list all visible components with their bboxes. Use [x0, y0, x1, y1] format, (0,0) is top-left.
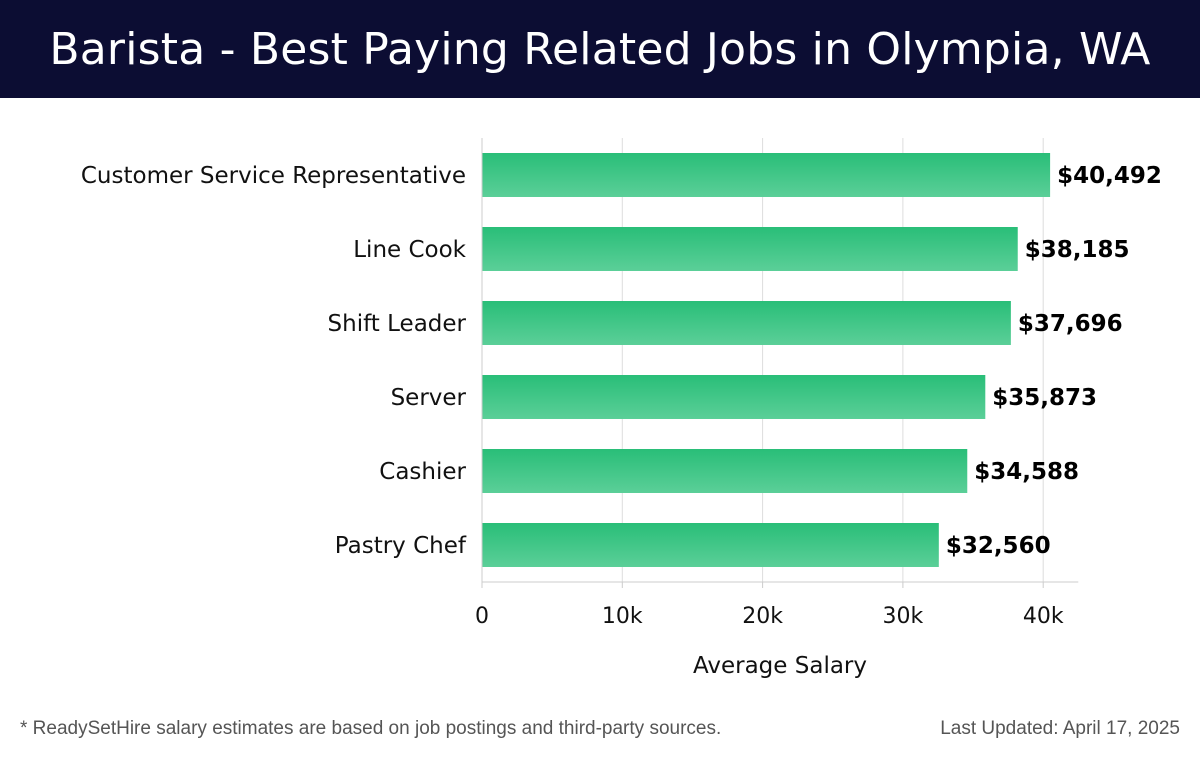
- x-tick-label: 0: [475, 604, 489, 629]
- axes: [481, 138, 1079, 588]
- category-label: Server: [391, 385, 467, 411]
- category-label: Shift Leader: [328, 311, 467, 337]
- value-label: $38,185: [1025, 237, 1130, 263]
- grid-lines: [621, 138, 1044, 582]
- footer-note: * ReadySetHire salary estimates are base…: [20, 718, 722, 739]
- x-tick-label: 30k: [883, 604, 924, 629]
- value-label: $37,696: [1018, 311, 1123, 337]
- bar-chart: 0 10k 20k 30k 40k Customer Service Representa…: [81, 138, 1162, 679]
- chart-header: Barista - Best Paying Related Jobs in Ol…: [0, 0, 1200, 98]
- value-label: $34,588: [974, 459, 1079, 485]
- chart-title: Barista - Best Paying Related Jobs in Ol…: [49, 23, 1151, 75]
- bar: [482, 523, 939, 567]
- labels: 0 10k 20k 30k 40k Customer Service Representa…: [81, 163, 1162, 679]
- value-label: $32,560: [946, 533, 1051, 559]
- last-updated: Last Updated: April 17, 2025: [940, 718, 1180, 739]
- category-label: Line Cook: [353, 237, 466, 263]
- value-label: $35,873: [992, 385, 1097, 411]
- category-label: Cashier: [379, 459, 466, 485]
- value-label: $40,492: [1057, 163, 1162, 189]
- bar: [482, 375, 986, 419]
- bar: [482, 449, 968, 493]
- x-tick-label: 40k: [1023, 604, 1064, 629]
- bar: [482, 301, 1011, 345]
- x-axis-title: Average Salary: [693, 653, 867, 679]
- bars: [482, 153, 1051, 567]
- category-label: Customer Service Representative: [81, 163, 466, 189]
- x-tick-label: 10k: [602, 604, 643, 629]
- bar: [482, 227, 1018, 271]
- x-tick-label: 20k: [742, 604, 783, 629]
- bar: [482, 153, 1051, 197]
- category-label: Pastry Chef: [335, 533, 467, 559]
